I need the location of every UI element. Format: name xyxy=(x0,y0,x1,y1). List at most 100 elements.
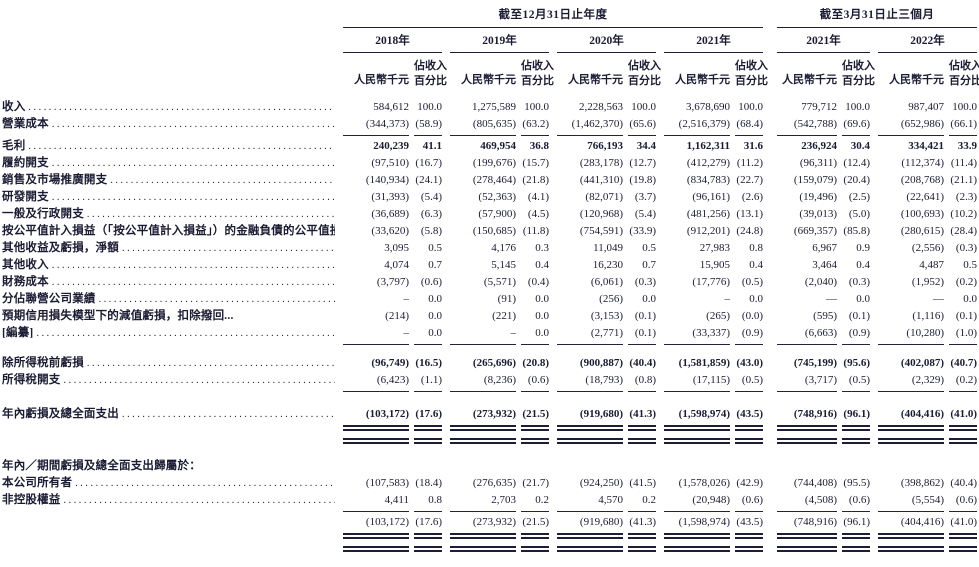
table-row-general-admin: 一般及行政開支 (36,689) (6.3) (57,900) (4.5) (120,96… xyxy=(2,206,977,223)
cell-value: 0.0 xyxy=(535,293,549,305)
cell-value: (21.8) xyxy=(522,174,549,186)
cell-value: (39,013) xyxy=(799,208,837,220)
rule-line xyxy=(664,533,730,539)
cell-value: (24.1) xyxy=(415,174,442,186)
cell-value: (0.6) xyxy=(741,494,763,506)
rule-line xyxy=(343,438,409,444)
col-header-amount: 人民幣千元 xyxy=(568,74,623,86)
rule-line xyxy=(878,425,944,431)
cell-value: (744,408) xyxy=(793,477,837,489)
cell-value: (4,508) xyxy=(804,494,837,506)
cell-value: (805,635) xyxy=(472,118,516,130)
cell-value: (107,583) xyxy=(365,477,409,489)
period-group-row: 截至12月31日止年度 截至3月31日止三個月 xyxy=(2,4,977,28)
cell-value: 33.9 xyxy=(957,140,977,152)
cell-value: 0.5 xyxy=(642,242,656,254)
cell-value: (0.3) xyxy=(848,276,870,288)
cell-value: 27,983 xyxy=(699,242,730,254)
cell-value: (10.2) xyxy=(950,208,977,220)
cell-value: (0.6) xyxy=(848,494,870,506)
cell-value: (2,329) xyxy=(911,374,944,386)
cell-value: 1,275,589 xyxy=(472,101,516,113)
row-label: 按公平值計入損益（「按公平值計入損益」）的金融負債的公平值損失 xyxy=(2,225,335,237)
cell-value: 31.6 xyxy=(743,140,763,152)
rule-line xyxy=(521,533,549,539)
cell-value: (1,462,370) xyxy=(571,118,623,130)
col-header-pct-line2: 百分比 xyxy=(735,75,768,87)
cell-value: (398,862) xyxy=(900,477,944,489)
rule-line xyxy=(450,391,516,392)
cell-value: (6,423) xyxy=(376,374,409,386)
cell-value: 2,703 xyxy=(491,494,516,506)
cell-value: (0.9) xyxy=(848,327,870,339)
cell-value: (97,510) xyxy=(371,157,409,169)
cell-value: (103,172) xyxy=(365,516,409,528)
table-row-gross-profit: 毛利 240,239 41.1 469,954 36.8 766,193 34.4 1,162… xyxy=(2,138,977,155)
cell-value: 0.3 xyxy=(535,242,549,254)
row-label: 毛利 xyxy=(2,140,26,152)
rule-line xyxy=(949,425,977,431)
cell-value: (91) xyxy=(497,293,516,305)
cell-value: (748,916) xyxy=(793,516,837,528)
cell-value: 987,407 xyxy=(908,101,944,113)
cell-value: (11.8) xyxy=(522,225,549,237)
cell-value: (65.6) xyxy=(629,118,656,130)
cell-value: (11.2) xyxy=(736,157,763,169)
cell-value: (21.5) xyxy=(522,516,549,528)
dot-leader xyxy=(119,240,335,257)
cell-value: (265) xyxy=(706,310,730,322)
cell-value: (12.7) xyxy=(629,157,656,169)
cell-value: (19.8) xyxy=(629,174,656,186)
cell-value: 5,145 xyxy=(491,259,516,271)
cell-value: (441,310) xyxy=(579,174,623,186)
dot-leader xyxy=(49,116,335,133)
cell-value: 240,239 xyxy=(373,140,409,152)
cell-value: (0.9) xyxy=(741,327,763,339)
dot-leader xyxy=(49,257,335,274)
rule-line xyxy=(735,391,763,392)
rule-line xyxy=(450,135,516,136)
rule-line xyxy=(343,391,409,392)
row-label: 銷售及市場推廣開支 xyxy=(2,174,108,186)
cell-value: (754,591) xyxy=(579,225,623,237)
dot-leader xyxy=(107,172,335,189)
cell-value: (924,250) xyxy=(579,477,623,489)
cell-value: (17,776) xyxy=(692,276,730,288)
cell-value: (0.6) xyxy=(955,494,977,506)
cell-value: (40.7) xyxy=(950,357,977,369)
rule-line xyxy=(521,425,549,431)
col-header-pct-line1: 佔收入 xyxy=(521,60,554,72)
cell-value: (0.2) xyxy=(955,374,977,386)
cell-value: (96.1) xyxy=(843,408,870,420)
col-header-amount: 人民幣千元 xyxy=(782,74,837,86)
year-header: 2022年 xyxy=(878,33,977,53)
rule-line xyxy=(521,438,549,444)
cell-value: (3.7) xyxy=(634,191,656,203)
rule-line xyxy=(842,546,870,552)
cell-value: (1,598,974) xyxy=(678,516,730,528)
cell-value: (595) xyxy=(813,310,837,322)
cell-value: (1,598,974) xyxy=(678,408,730,420)
cell-value: (0.6) xyxy=(527,374,549,386)
cell-value: 100.0 xyxy=(845,101,870,113)
rule-line xyxy=(777,391,837,392)
rule-line xyxy=(343,533,409,539)
prospectus-financials-page: { "header": { "group1": "截至12月31日止年度", "… xyxy=(0,4,979,567)
table-row-revenue: 收入 584,612 100.0 1,275,589 100.0 2,228,563 100… xyxy=(2,99,977,116)
cell-value: (68.4) xyxy=(736,118,763,130)
cell-value: (1,581,859) xyxy=(678,357,730,369)
cell-value: 0.9 xyxy=(856,242,870,254)
rule-line xyxy=(777,438,837,444)
dot-leader xyxy=(49,155,335,172)
cell-value: 34.4 xyxy=(636,140,656,152)
rule-line xyxy=(343,425,409,431)
table-row-rd-expenses: 研發開支 (31,393) (5.4) (52,363) (4.1) (82,071) (3… xyxy=(2,189,977,206)
cell-value: (17.6) xyxy=(415,516,442,528)
dot-leader xyxy=(84,206,335,223)
cell-value: (52,363) xyxy=(478,191,516,203)
cell-value: (31,393) xyxy=(371,191,409,203)
table-row-ecl-impairment: 預期信用損失模型下的減值虧損，扣除撥回... (214) 0.0 (221) 0.0 (3… xyxy=(2,308,977,325)
cell-value: 41.1 xyxy=(422,140,442,152)
rule-row xyxy=(2,342,977,347)
cell-value: (41.3) xyxy=(629,516,656,528)
